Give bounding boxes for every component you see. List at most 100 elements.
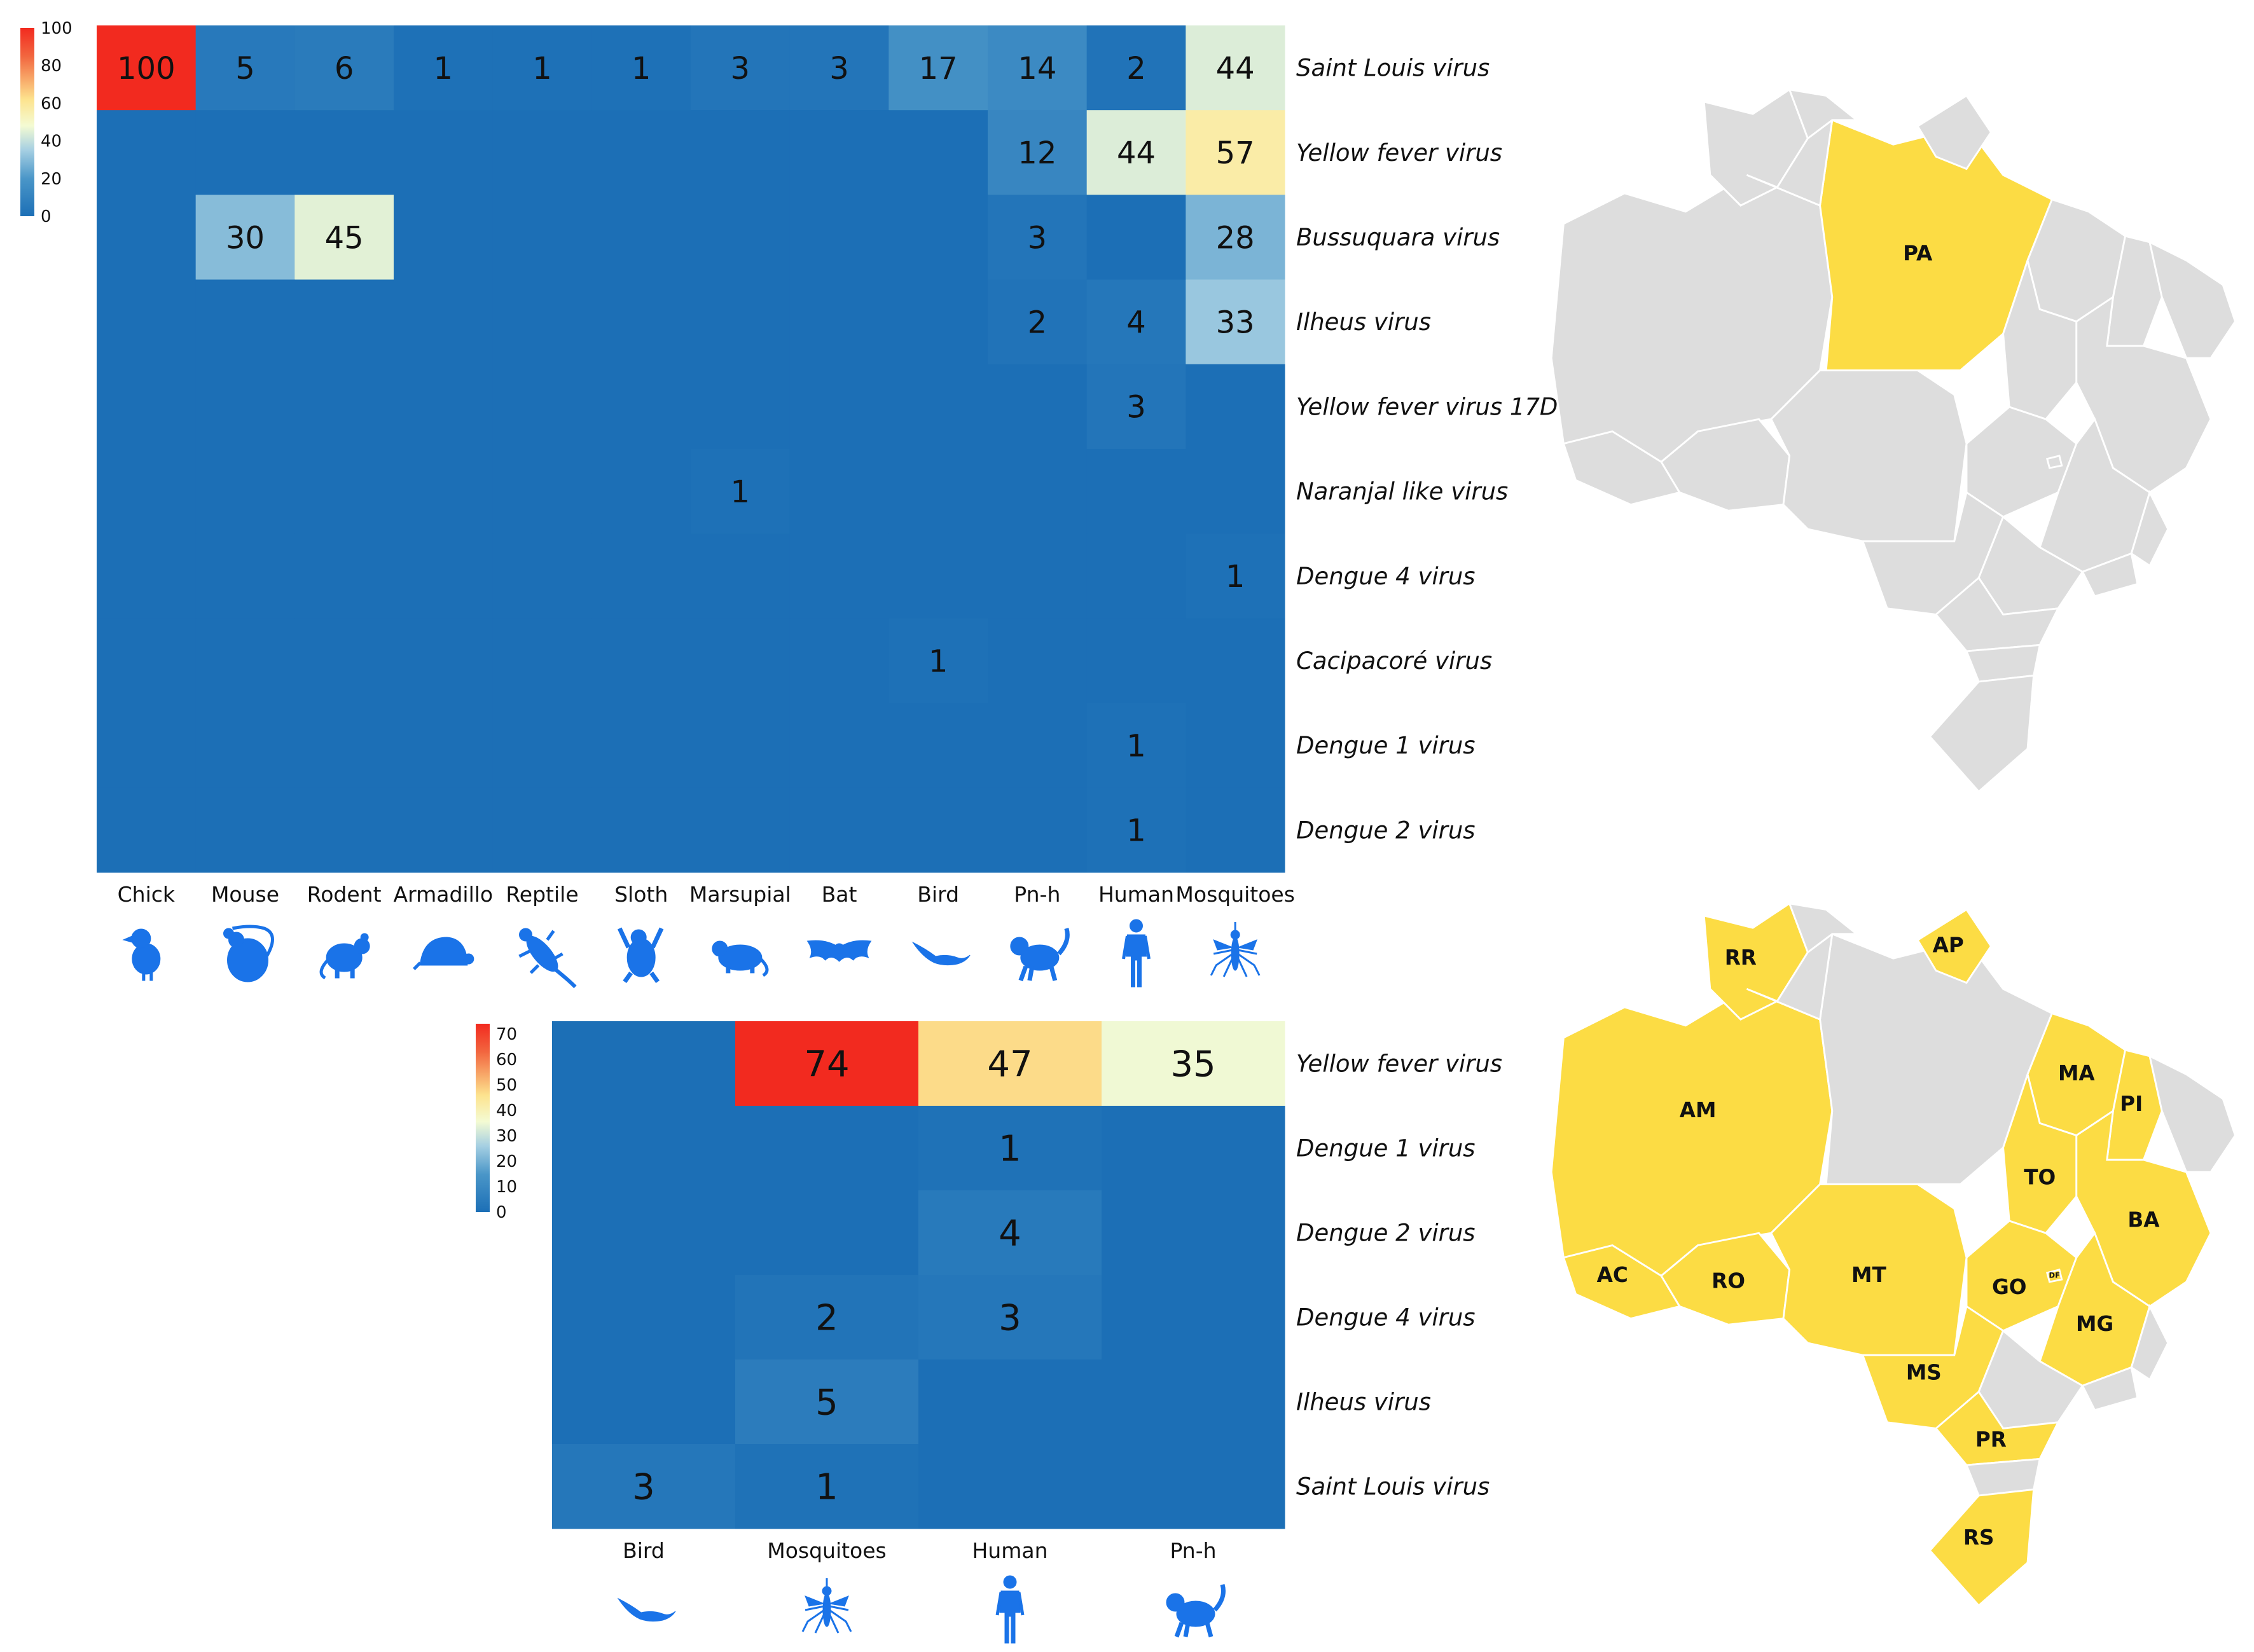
heatmap-cell (552, 1106, 736, 1191)
map-state-ap (1916, 908, 1993, 984)
heatmap-cell (988, 364, 1088, 450)
cell-value: 1 (1126, 813, 1146, 849)
heatmap-cell (888, 618, 988, 704)
cell-value: 33 (1216, 305, 1255, 340)
state-label: BA (2127, 1208, 2160, 1232)
colorbar-tick: 20 (496, 1152, 517, 1171)
heatmap-cell (394, 787, 494, 873)
heatmap-cell (691, 25, 791, 111)
sloth-icon (619, 928, 661, 982)
cell-value: 30 (226, 220, 265, 256)
heatmap-cell (691, 279, 791, 365)
heatmap-cell (394, 279, 494, 365)
heatmap-cell (552, 1275, 736, 1360)
heatmap-cell (294, 618, 394, 704)
heatmap-cell (988, 703, 1088, 788)
heatmap-cell (918, 1275, 1102, 1360)
heatmap-cell (492, 364, 592, 450)
heatmap-cell (1186, 195, 1285, 280)
heatmap-cell (492, 533, 592, 619)
heatmap-cell (552, 1359, 736, 1445)
heatmap-cell (988, 195, 1088, 280)
state-label: GO (1992, 1275, 2027, 1299)
heatmap-cell (1102, 1444, 1285, 1529)
column-label: Chick (118, 882, 176, 907)
heatmap-cell (988, 618, 1088, 704)
cell-value: 3 (1126, 390, 1146, 425)
heatmap-cell (735, 1275, 919, 1360)
heatmap-cell (888, 533, 988, 619)
colorbar-tick: 20 (41, 170, 62, 189)
colorbar-tick: 70 (496, 1025, 517, 1044)
heatmap-cell (691, 618, 791, 704)
heatmap-cell (735, 1359, 919, 1445)
column-label: Rodent (307, 882, 382, 907)
heatmap-cell (988, 279, 1088, 365)
heatmap-cell (918, 1190, 1102, 1276)
heatmap-cell (988, 110, 1088, 195)
row-label: Dengue 4 virus (1296, 563, 1476, 590)
map-state-ne (2148, 1054, 2236, 1173)
heatmap-cell (1186, 25, 1285, 111)
heatmap-cell (591, 195, 691, 280)
heatmap-cell (552, 1021, 736, 1106)
row-label: Dengue 1 virus (1296, 1135, 1476, 1162)
heatmap-cell (789, 110, 889, 195)
state-label: MG (2076, 1312, 2113, 1336)
heatmap-cell (1086, 703, 1186, 788)
heatmap-cell (97, 195, 197, 280)
cell-value: 1 (632, 51, 651, 86)
heatmap-cell (1086, 279, 1186, 365)
heatmap-cell (789, 787, 889, 873)
heatmap-cell (1186, 703, 1285, 788)
cell-value: 1 (434, 51, 453, 86)
heatmap-cell (97, 703, 197, 788)
heatmap-cell (591, 787, 691, 873)
heatmap-cell (918, 1359, 1102, 1445)
map-state-mt (1770, 369, 1968, 542)
heatmap-cell (888, 195, 988, 280)
marsupial-icon (712, 941, 767, 975)
row-label: Dengue 4 virus (1296, 1304, 1476, 1332)
colorbar (476, 1024, 490, 1212)
heatmap-cell (97, 279, 197, 365)
heatmap-cell (195, 703, 295, 788)
heatmap-cell (1086, 449, 1186, 534)
heatmap-cell (591, 449, 691, 534)
heatmap-cell (1186, 449, 1285, 534)
column-label: Reptile (506, 882, 578, 907)
cell-value: 100 (117, 51, 176, 86)
column-label: Armadillo (394, 882, 494, 907)
heatmap-cell (195, 279, 295, 365)
cell-value: 2 (1028, 305, 1047, 340)
heatmap-cell (97, 449, 197, 534)
heatmap-cell (691, 110, 791, 195)
cell-value: 45 (325, 220, 364, 256)
state-label: MA (2058, 1061, 2095, 1085)
heatmap-cell (1186, 279, 1285, 365)
cell-value: 2 (1126, 51, 1146, 86)
row-label: Cacipacoré virus (1296, 647, 1492, 675)
colorbar (20, 28, 34, 216)
colorbar-tick: 40 (41, 132, 62, 151)
rodent-icon (321, 933, 370, 978)
heatmap-cell (1086, 364, 1186, 450)
heatmap-cell (918, 1021, 1102, 1106)
heatmap-cell (789, 25, 889, 111)
map-state-ro (1660, 1232, 1791, 1326)
colorbar-tick: 60 (496, 1050, 517, 1070)
heatmap-cell (591, 618, 691, 704)
primate-icon (1011, 928, 1068, 981)
heatmap-cell (1102, 1106, 1285, 1191)
heatmap-cell (691, 533, 791, 619)
heatmap-cell (1086, 110, 1186, 195)
cell-value: 1 (929, 644, 948, 679)
heatmap-cell (294, 703, 394, 788)
heatmap-cell (591, 25, 691, 111)
heatmap-cell (195, 533, 295, 619)
heatmap-cell (492, 618, 592, 704)
heatmap-cell (888, 787, 988, 873)
state-label: MS (1906, 1361, 1942, 1385)
state-label: RS (1963, 1525, 1995, 1550)
cell-value: 12 (1018, 135, 1056, 171)
